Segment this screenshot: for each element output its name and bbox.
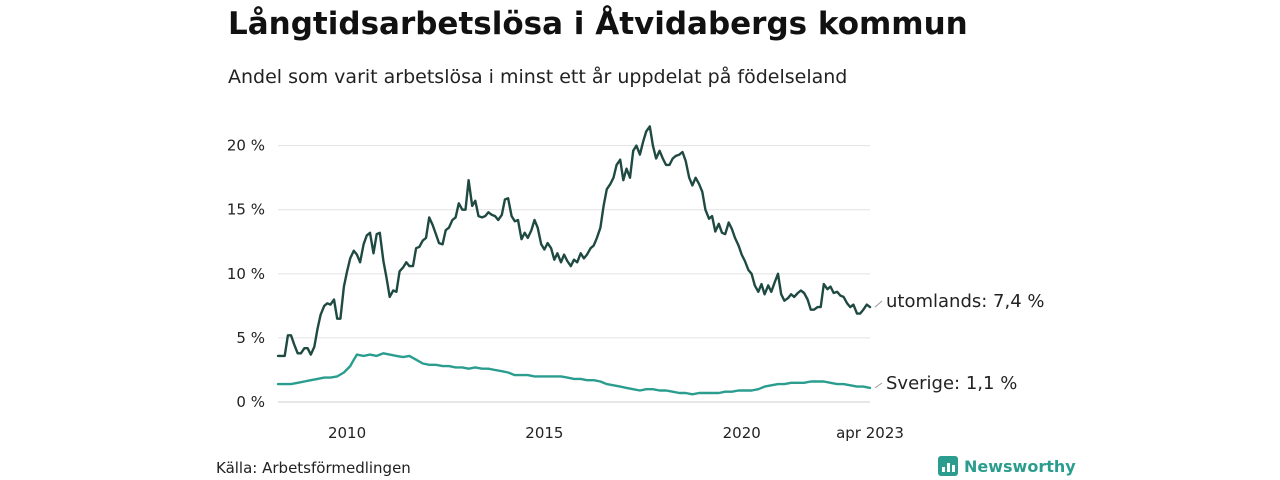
newsworthy-icon [938, 456, 958, 476]
y-tick-label: 10 % [227, 265, 265, 283]
y-axis: 0 % 5 % 10 % 15 % 20 % [227, 137, 265, 411]
end-label-connector [874, 382, 883, 389]
x-tick-label: 2015 [525, 424, 563, 442]
x-tick-label: apr 2023 [836, 424, 904, 442]
brand-name: Newsworthy [964, 456, 1076, 476]
series-line-utomlands [276, 125, 872, 358]
series-end-label: utomlands: 7,4 % [886, 291, 1045, 312]
chart-title: Långtidsarbetslösa i Åtvidabergs kommun [228, 6, 968, 42]
brand-logo: Newsworthy [938, 456, 1076, 476]
gridlines [278, 145, 870, 403]
y-tick-label: 5 % [236, 329, 265, 347]
chart-subtitle: Andel som varit arbetslösa i minst ett å… [228, 66, 848, 88]
series-line-sverige [276, 352, 872, 396]
series-lines [276, 125, 872, 396]
x-axis: 2010 2015 2020 apr 2023 [328, 424, 904, 442]
x-tick-label: 2020 [723, 424, 761, 442]
end-label-connector [874, 300, 883, 308]
series-end-labels: utomlands: 7,4 % Sverige: 1,1 % [874, 291, 1045, 394]
y-tick-label: 0 % [236, 393, 265, 411]
source-note: Källa: Arbetsförmedlingen [216, 459, 411, 477]
series-end-label: Sverige: 1,1 % [886, 373, 1017, 394]
y-tick-label: 15 % [227, 201, 265, 219]
x-tick-label: 2010 [328, 424, 366, 442]
y-tick-label: 20 % [227, 137, 265, 155]
